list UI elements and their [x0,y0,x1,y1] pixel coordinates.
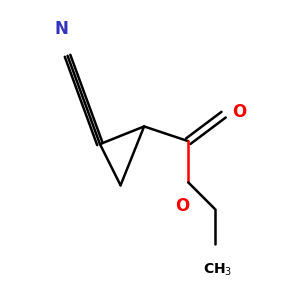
Text: CH$_3$: CH$_3$ [203,262,232,278]
Text: O: O [175,197,190,215]
Text: N: N [55,20,69,38]
Text: O: O [232,103,247,121]
